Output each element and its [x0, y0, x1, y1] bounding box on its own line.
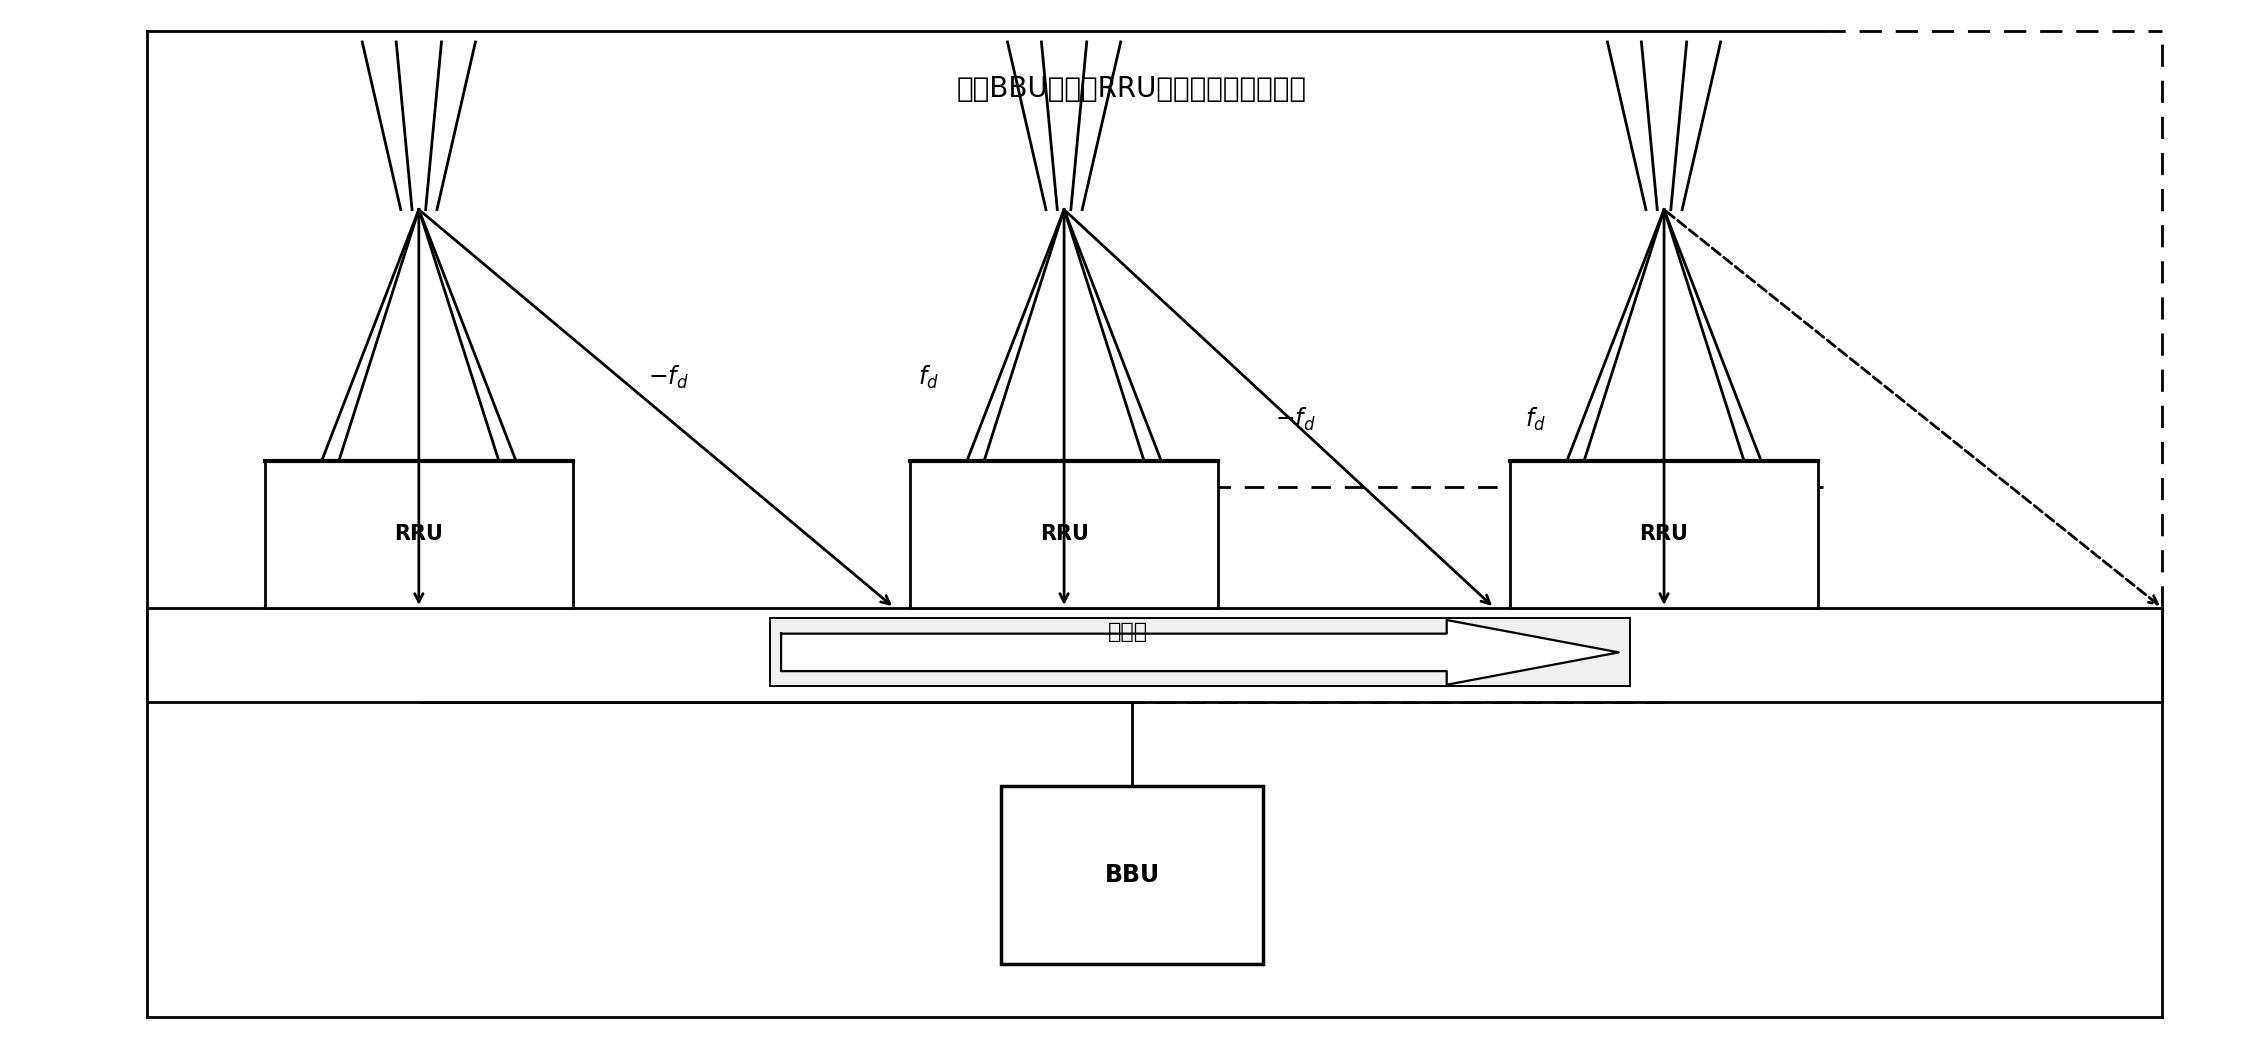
- Bar: [265, 461, 573, 608]
- Text: $-f_d$: $-f_d$: [1275, 406, 1315, 433]
- Text: 一个BBU和多个RRU属于同一个逻辑小区: 一个BBU和多个RRU属于同一个逻辑小区: [958, 75, 1306, 103]
- Text: $f_d$: $f_d$: [917, 364, 940, 391]
- Bar: [147, 608, 2162, 702]
- Text: $-f_d$: $-f_d$: [648, 364, 688, 391]
- Text: 高速路: 高速路: [1107, 621, 1148, 642]
- Text: $f_d$: $f_d$: [1524, 406, 1546, 433]
- Bar: [770, 618, 1630, 686]
- Text: RRU: RRU: [1039, 524, 1089, 545]
- Bar: [910, 461, 1218, 608]
- Bar: [1001, 786, 1263, 964]
- Polygon shape: [781, 620, 1619, 684]
- Text: RRU: RRU: [1639, 524, 1689, 545]
- Bar: [1510, 461, 1818, 608]
- Text: RRU: RRU: [394, 524, 444, 545]
- Text: BBU: BBU: [1105, 864, 1159, 887]
